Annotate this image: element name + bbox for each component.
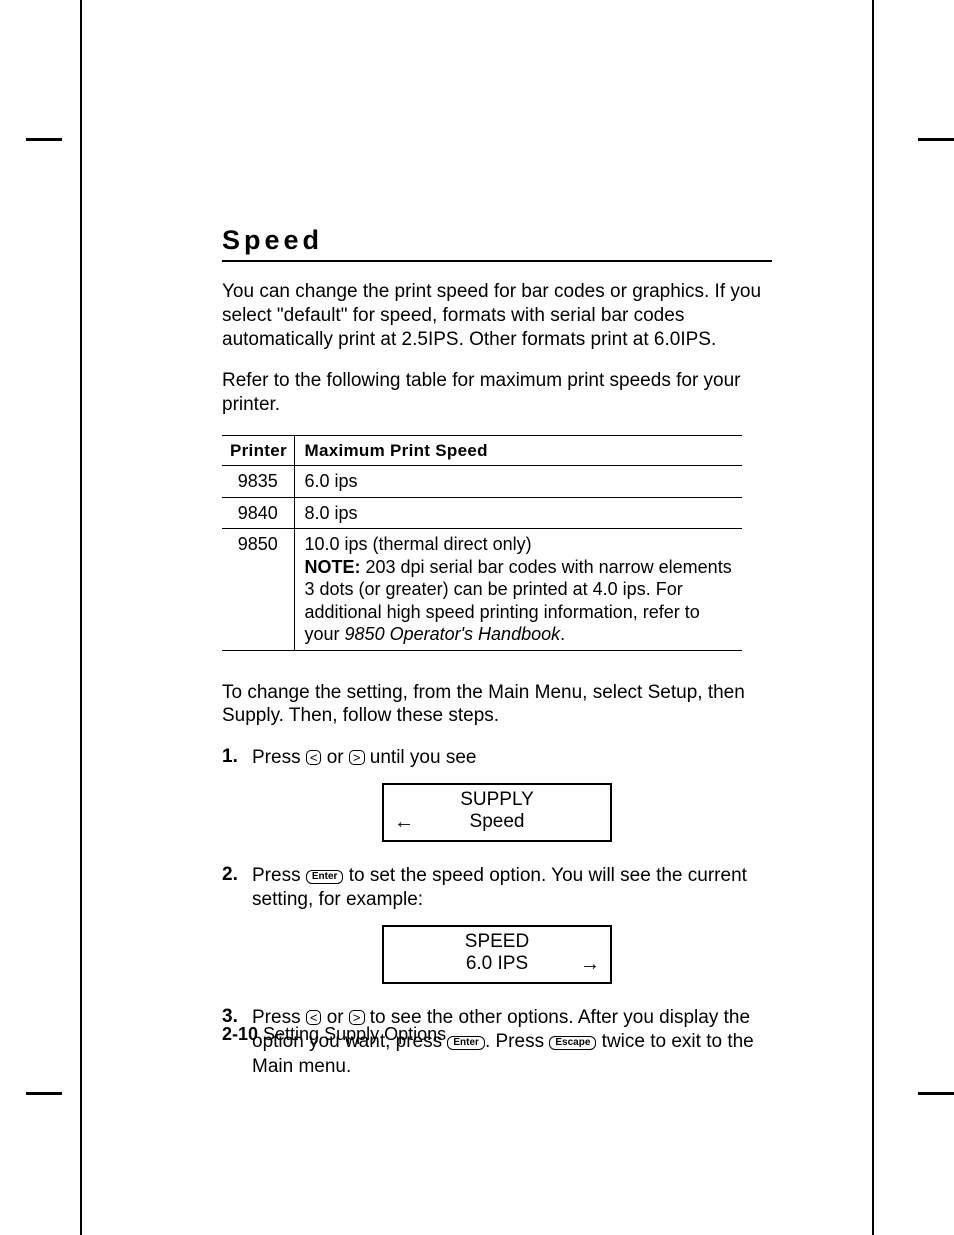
cell-speed: 6.0 ips [294, 466, 742, 498]
crop-mark [26, 138, 62, 141]
note-tail: . [560, 624, 565, 644]
enter-key-icon: Enter [306, 870, 344, 884]
page-footer: 2-10 Setting Supply Options [222, 1024, 446, 1045]
step-text: Press < or > until you see [252, 746, 772, 771]
cell-speed-line: 10.0 ips (thermal direct only) [305, 534, 532, 554]
text: . Press [485, 1031, 549, 1052]
right-key-icon: > [349, 1010, 365, 1025]
arrow-right-icon: → [576, 953, 600, 976]
crop-mark [26, 1092, 62, 1095]
text: Press [252, 865, 306, 886]
step-number: 1. [222, 746, 252, 771]
intro-paragraph-1: You can change the print speed for bar c… [222, 280, 772, 351]
cell-printer: 9840 [222, 497, 294, 529]
lcd-display-2: SPEED 6.0 IPS→ [382, 925, 612, 984]
lcd-line: SPEED [418, 931, 576, 953]
lcd-line: SUPPLY [418, 789, 576, 811]
step-text: Press Enter to set the speed option. You… [252, 864, 772, 913]
left-key-icon: < [306, 750, 322, 765]
lcd-line: 6.0 IPS [418, 953, 576, 975]
print-speed-table: Printer Maximum Print Speed 9835 6.0 ips… [222, 435, 742, 651]
step-number: 2. [222, 864, 252, 913]
note-label: NOTE: [305, 557, 361, 577]
crop-mark [918, 1092, 954, 1095]
table-head-printer: Printer [222, 435, 294, 465]
crop-mark [918, 138, 954, 141]
section-heading: Speed [222, 225, 772, 262]
table-row: 9835 6.0 ips [222, 466, 742, 498]
text: until you see [365, 747, 477, 768]
page-number: 2-10 [222, 1024, 258, 1044]
text: or [321, 747, 348, 768]
cell-printer: 9835 [222, 466, 294, 498]
step-1: 1. Press < or > until you see [222, 746, 772, 771]
cell-speed-note: 10.0 ips (thermal direct only) NOTE: 203… [294, 529, 742, 651]
table-head-speed: Maximum Print Speed [294, 435, 742, 465]
arrow-left-icon: ← [394, 811, 418, 834]
page-content: Speed You can change the print speed for… [80, 0, 874, 1235]
lead-in-paragraph: To change the setting, from the Main Men… [222, 681, 772, 729]
footer-label: Setting Supply Options [258, 1024, 446, 1044]
lcd-display-1: SUPPLY ←Speed [382, 783, 612, 842]
table-row: 9850 10.0 ips (thermal direct only) NOTE… [222, 529, 742, 651]
enter-key-icon: Enter [447, 1036, 485, 1050]
intro-paragraph-2: Refer to the following table for maximum… [222, 369, 772, 417]
text: Press [252, 747, 306, 768]
lcd-line: Speed [418, 811, 576, 833]
table-row: 9840 8.0 ips [222, 497, 742, 529]
note-italic: 9850 Operator's Handbook [345, 624, 561, 644]
left-key-icon: < [306, 1010, 322, 1025]
cell-printer: 9850 [222, 529, 294, 651]
cell-speed: 8.0 ips [294, 497, 742, 529]
escape-key-icon: Escape [549, 1036, 596, 1050]
step-2: 2. Press Enter to set the speed option. … [222, 864, 772, 913]
right-key-icon: > [349, 750, 365, 765]
